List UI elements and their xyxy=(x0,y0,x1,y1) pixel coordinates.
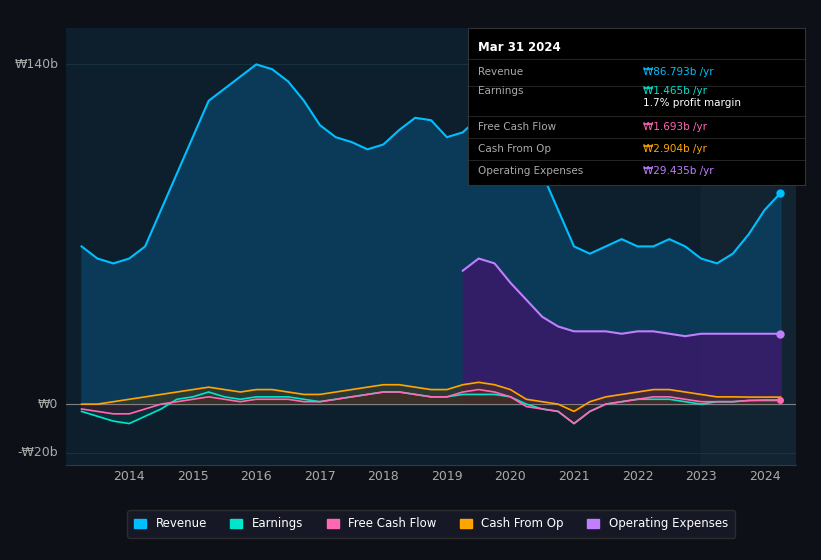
Text: 1.7% profit margin: 1.7% profit margin xyxy=(643,98,741,108)
Text: Operating Expenses: Operating Expenses xyxy=(478,166,583,176)
Text: -₩20b: -₩20b xyxy=(18,446,58,459)
Text: Cash From Op: Cash From Op xyxy=(478,144,551,154)
Legend: Revenue, Earnings, Free Cash Flow, Cash From Op, Operating Expenses: Revenue, Earnings, Free Cash Flow, Cash … xyxy=(127,510,735,538)
Text: ₩29.435b /yr: ₩29.435b /yr xyxy=(643,166,713,176)
Text: ₩2.904b /yr: ₩2.904b /yr xyxy=(643,144,707,154)
Text: Mar 31 2024: Mar 31 2024 xyxy=(478,40,561,54)
Text: ₩86.793b /yr: ₩86.793b /yr xyxy=(643,67,713,77)
Text: Earnings: Earnings xyxy=(478,86,524,96)
Text: Free Cash Flow: Free Cash Flow xyxy=(478,122,556,132)
Bar xyxy=(701,28,796,465)
Text: ₩0: ₩0 xyxy=(38,398,58,410)
Text: ₩1.693b /yr: ₩1.693b /yr xyxy=(643,122,707,132)
Text: ₩140b: ₩140b xyxy=(15,58,58,71)
Text: ₩1.465b /yr: ₩1.465b /yr xyxy=(643,86,707,96)
Text: Revenue: Revenue xyxy=(478,67,523,77)
